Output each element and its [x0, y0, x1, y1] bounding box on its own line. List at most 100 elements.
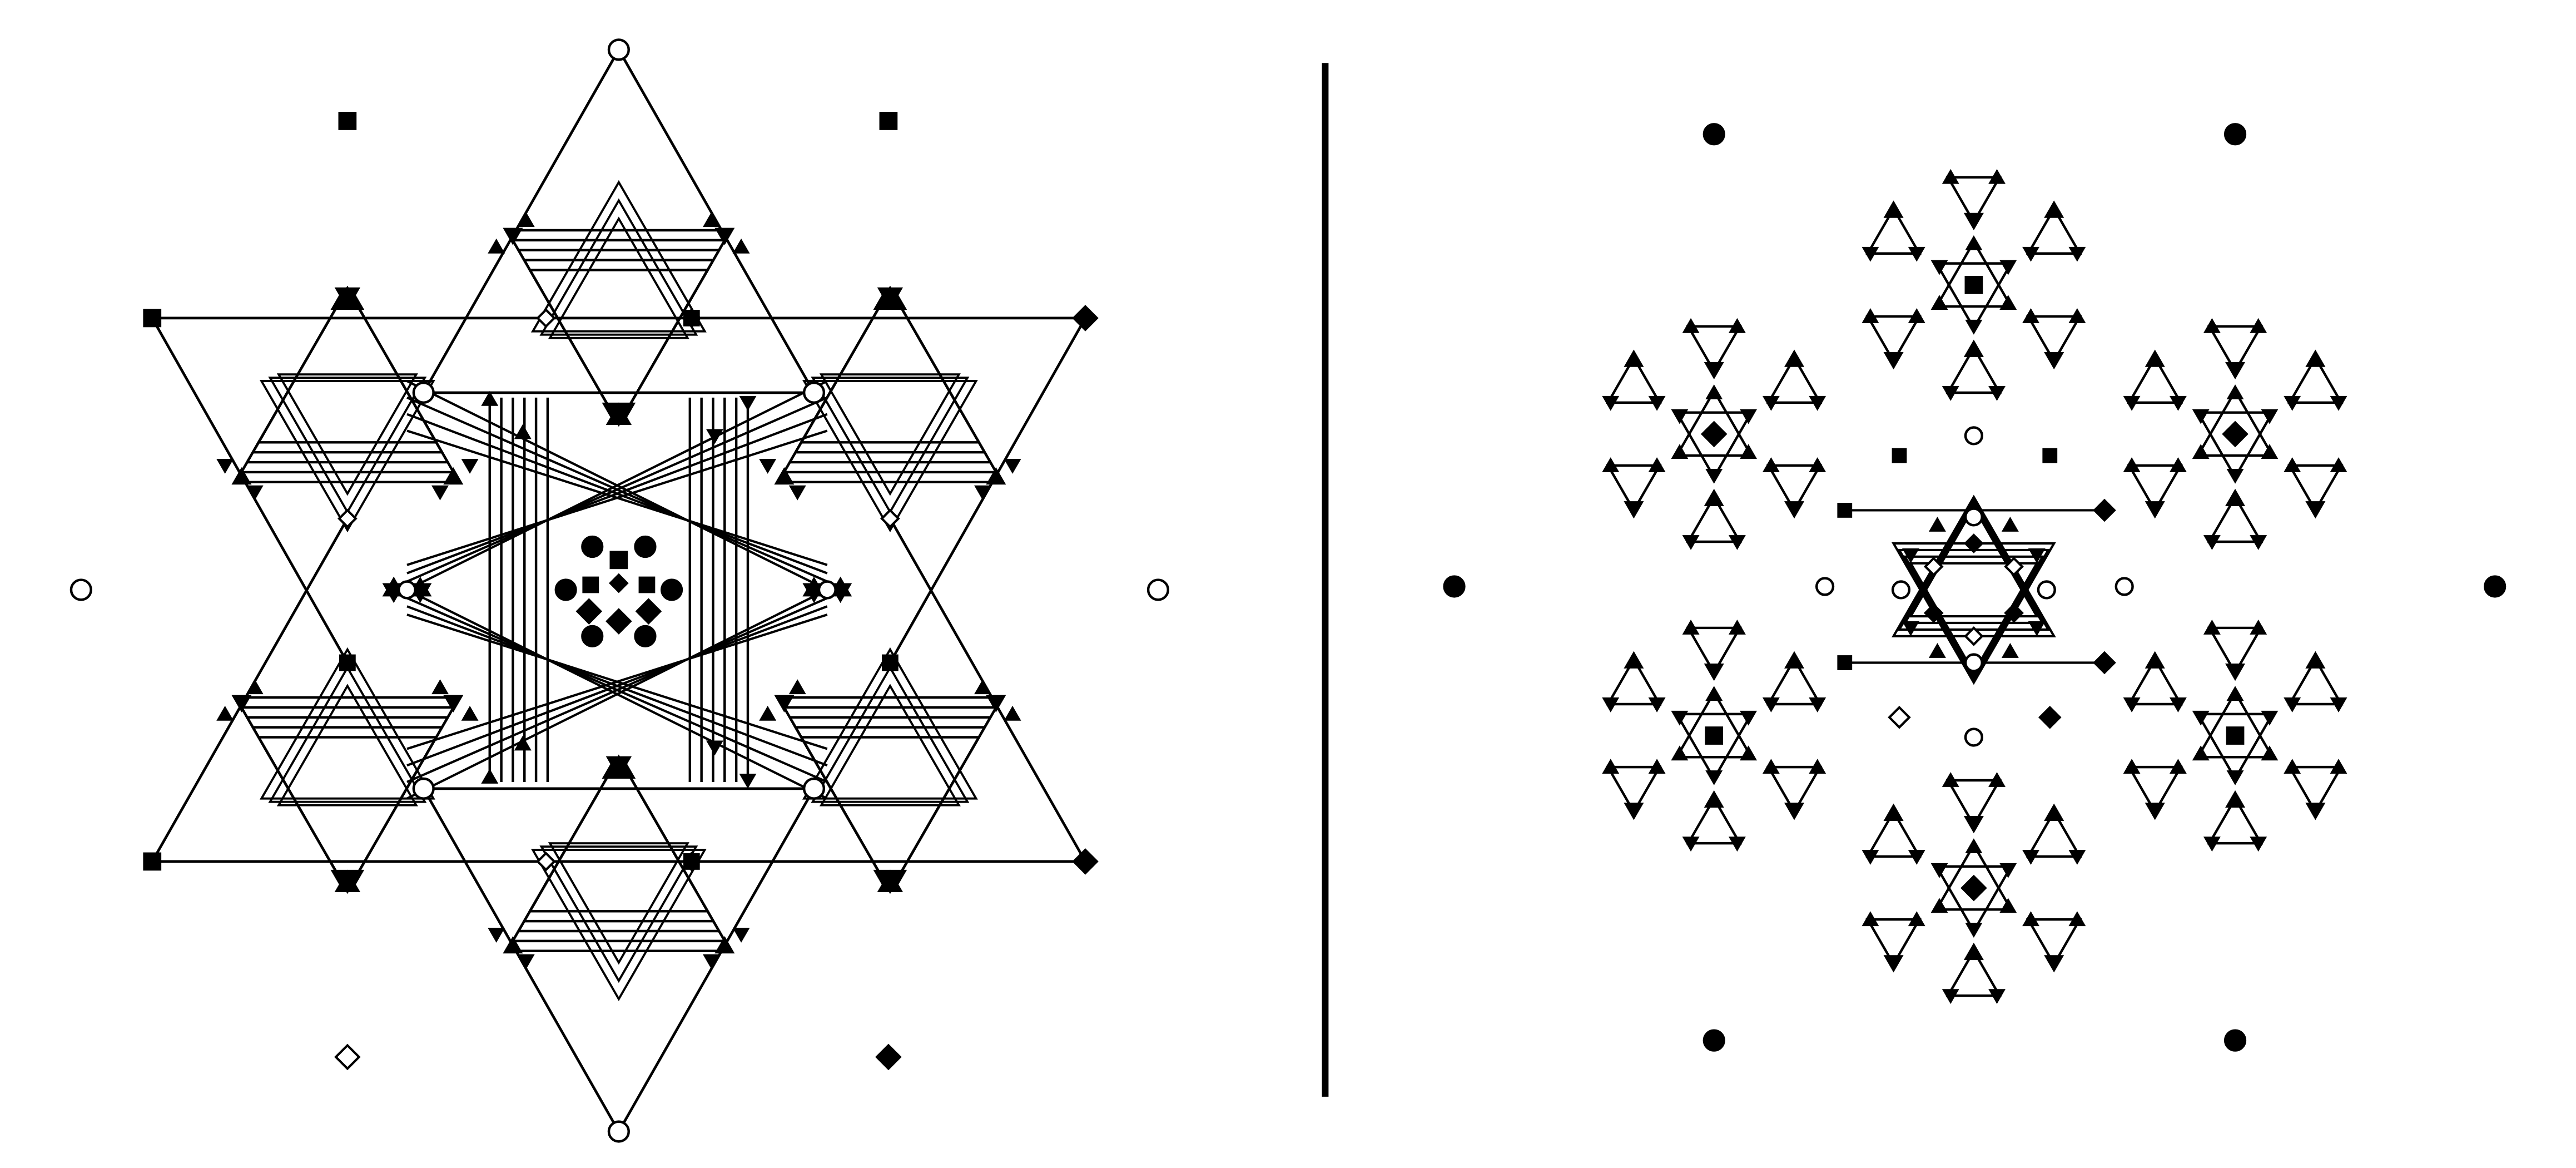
triangle-outline	[268, 377, 427, 514]
filled-down-triangle-marker	[2250, 837, 2267, 852]
triangle-outline	[2196, 411, 2275, 480]
filled-up-triangle-marker	[461, 705, 479, 721]
triangle-outline	[1686, 325, 1742, 374]
filled-down-triangle-marker	[2330, 697, 2347, 712]
open-circle-marker	[412, 381, 435, 404]
filled-down-triangle-marker	[2305, 803, 2326, 820]
filled-up-triangle-marker	[2261, 444, 2279, 459]
triangle-outline	[2127, 464, 2183, 513]
filled-up-triangle-marker	[2203, 318, 2221, 333]
open-circle-marker	[2115, 577, 2134, 596]
triangle-outline	[1934, 239, 2013, 308]
triangle-outline	[1945, 948, 2002, 997]
filled-up-triangle-marker	[2022, 308, 2039, 323]
filled-diamond-marker	[2222, 420, 2249, 448]
filled-up-triangle-marker	[1671, 745, 1689, 761]
edge-line	[406, 597, 828, 783]
filled-diamond-marker	[575, 598, 603, 625]
filled-down-triangle-marker	[2022, 850, 2039, 865]
filled-square-marker	[1892, 448, 1907, 463]
triangle-outline	[2026, 206, 2082, 255]
filled-down-triangle-marker	[2145, 803, 2165, 820]
filled-down-triangle-marker	[1762, 697, 1780, 712]
filled-up-triangle-marker	[2284, 759, 2301, 774]
triangle-outline	[530, 180, 707, 333]
filled-up-triangle-marker	[2022, 911, 2039, 927]
filled-down-triangle-marker	[1908, 850, 1925, 865]
filled-down-triangle-marker	[1004, 459, 1021, 474]
filled-down-triangle-marker	[1728, 535, 1746, 550]
triangle-outline	[1945, 176, 2002, 225]
open-diamond-marker	[2004, 556, 2024, 577]
filled-square-marker	[1837, 655, 1853, 670]
filled-down-triangle-marker	[739, 774, 757, 789]
filled-down-triangle-marker	[2284, 697, 2301, 712]
filled-up-triangle-marker	[1728, 318, 1746, 333]
open-circle-marker	[397, 580, 417, 600]
filled-up-triangle-marker	[877, 869, 904, 893]
filled-up-triangle-marker	[1928, 643, 1946, 658]
filled-diamond-marker	[2093, 651, 2116, 675]
triangle-outline	[1686, 796, 1742, 845]
triangle-outline	[1766, 464, 1823, 513]
triangle-outline	[522, 259, 716, 427]
filled-up-triangle-marker	[1705, 686, 1723, 701]
triangle-outline	[2287, 464, 2344, 513]
filled-up-triangle-marker	[2169, 457, 2187, 472]
filled-square-marker	[1964, 275, 1983, 294]
edge-line	[406, 380, 828, 591]
triangle-outline	[1766, 355, 1823, 404]
filled-down-triangle-marker	[1883, 352, 1904, 370]
filled-up-triangle-marker	[703, 212, 720, 227]
filled-square-marker	[609, 551, 628, 570]
filled-up-triangle-marker	[2192, 745, 2210, 761]
filled-down-triangle-marker	[1784, 501, 1805, 519]
filled-up-triangle-marker	[1784, 651, 1805, 669]
filled-square-marker	[638, 576, 656, 593]
filled-up-triangle-marker	[1930, 898, 1948, 913]
open-circle-marker	[412, 777, 435, 800]
filled-up-triangle-marker	[1602, 457, 1620, 472]
filled-up-triangle-marker	[1648, 457, 1666, 472]
triangle-outline	[548, 842, 689, 965]
filled-up-triangle-marker	[1624, 349, 1644, 367]
filled-down-triangle-marker	[443, 695, 464, 712]
triangle-outline	[1766, 765, 1823, 815]
filled-up-triangle-marker	[330, 295, 348, 310]
triangle-outline	[250, 285, 444, 454]
filled-diamond-marker	[1072, 305, 1099, 331]
filled-up-triangle-marker	[231, 467, 252, 485]
filled-down-triangle-marker	[2192, 409, 2210, 424]
triangle-outline	[1934, 842, 2013, 911]
filled-diamond-marker	[1923, 603, 1944, 623]
filled-circle-marker	[2223, 123, 2247, 146]
filled-square-marker	[339, 654, 356, 671]
triangle-outline	[250, 726, 444, 894]
filled-up-triangle-marker	[2001, 643, 2019, 658]
triangle-outline	[2026, 315, 2082, 364]
filled-diamond-marker	[2093, 498, 2116, 522]
open-circle-marker	[1815, 577, 1835, 596]
open-circle-marker	[607, 38, 630, 61]
filled-up-triangle-marker	[514, 424, 532, 439]
filled-up-triangle-marker	[1988, 772, 2006, 787]
triangle-outline	[2026, 809, 2082, 858]
edge-line	[406, 396, 828, 583]
triangle-outline	[793, 285, 987, 454]
open-circle-marker	[1964, 507, 1983, 527]
filled-circle-marker	[2223, 1029, 2247, 1052]
filled-down-triangle-marker	[1988, 386, 2006, 401]
filled-down-triangle-marker	[2225, 362, 2246, 380]
filled-up-triangle-marker	[347, 295, 365, 310]
filled-down-triangle-marker	[347, 869, 365, 885]
filled-down-triangle-marker	[1908, 246, 1925, 262]
filled-down-triangle-marker	[1740, 409, 1758, 424]
filled-down-triangle-marker	[1930, 260, 1948, 275]
filled-up-triangle-marker	[1999, 295, 2017, 310]
filled-down-triangle-marker	[2044, 955, 2064, 973]
filled-diamond-marker	[635, 598, 662, 625]
filled-down-triangle-marker	[231, 695, 252, 712]
triangle-outline	[1865, 206, 1922, 255]
triangle-outline	[811, 377, 970, 514]
triangle-outline	[2287, 355, 2344, 404]
